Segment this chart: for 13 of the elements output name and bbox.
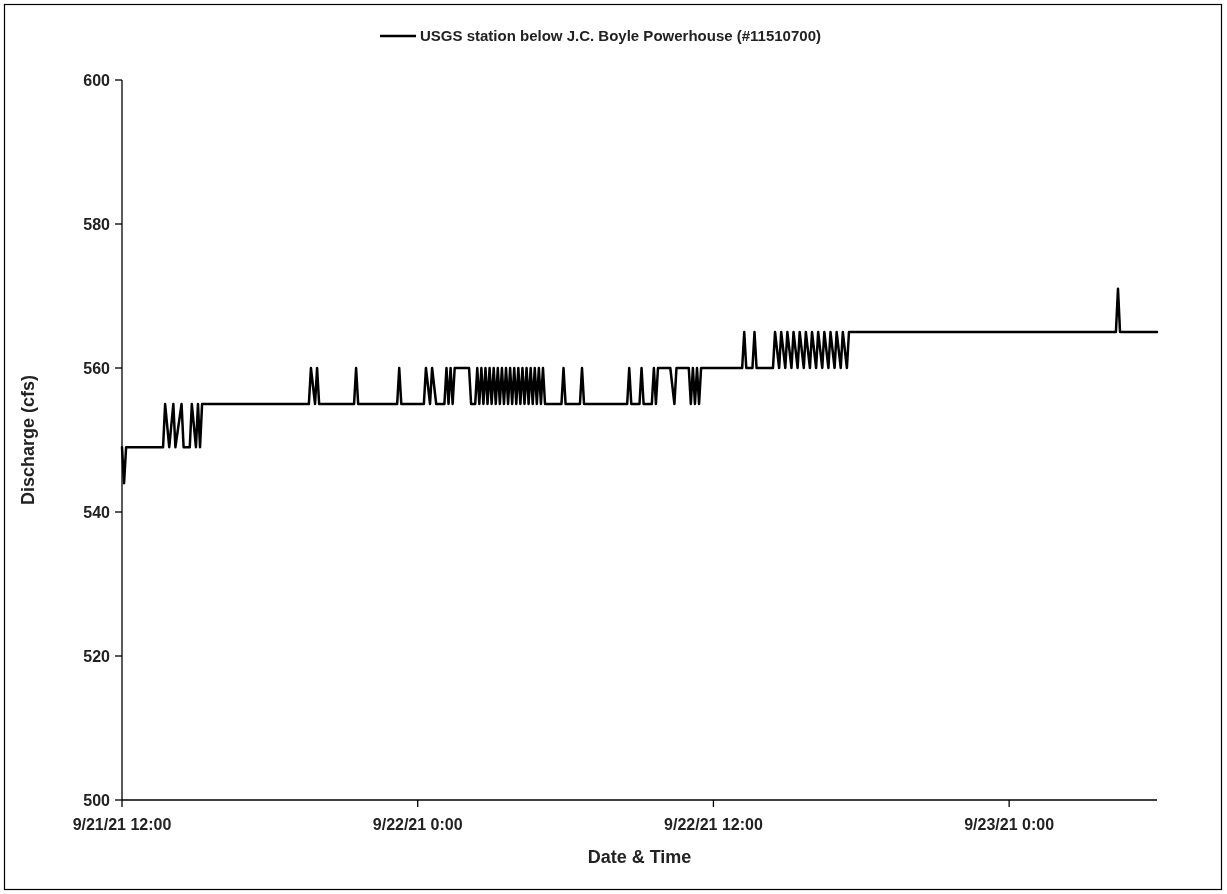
x-tick-label: 9/22/21 12:00 <box>664 816 763 833</box>
y-axis-title: Discharge (cfs) <box>18 374 39 506</box>
y-tick-label: 580 <box>83 215 111 233</box>
y-tick-label: 600 <box>83 71 111 89</box>
y-tick-label: 500 <box>83 791 111 809</box>
x-tick-label: 9/23/21 0:00 <box>964 816 1055 833</box>
x-axis-title: Date & Time <box>587 847 692 867</box>
x-tick-label: 9/22/21 0:00 <box>372 816 463 833</box>
y-tick-label: 520 <box>83 647 111 665</box>
legend-label: USGS station below J.C. Boyle Powerhouse (#11510700) <box>420 27 821 45</box>
y-tick-label: 540 <box>83 503 111 521</box>
y-tick-label: 560 <box>83 359 111 377</box>
x-tick-label: 9/21/21 12:00 <box>72 816 172 833</box>
